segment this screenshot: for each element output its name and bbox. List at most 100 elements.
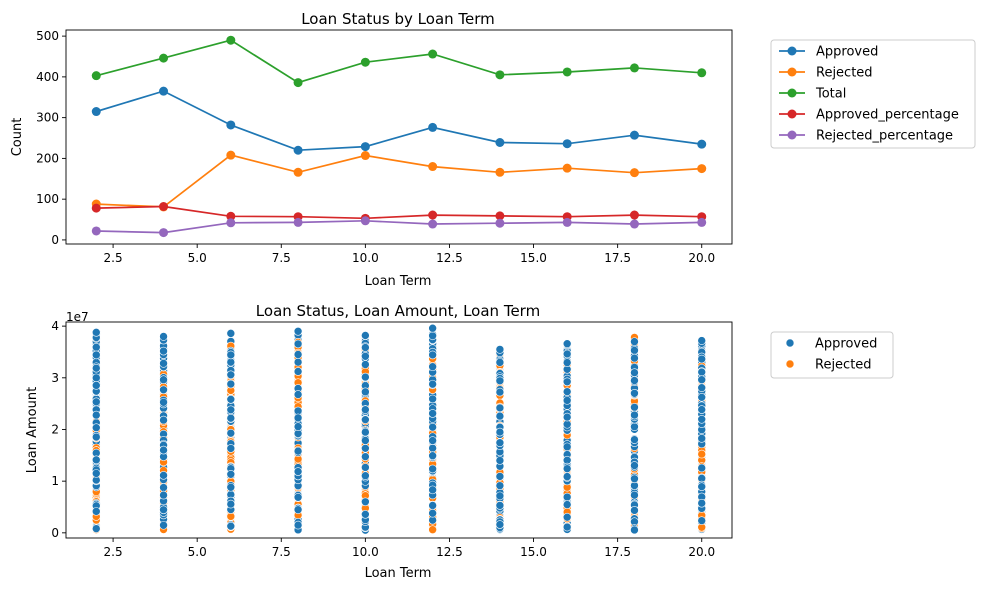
chart1-legend-marker — [787, 109, 797, 119]
chart2-point-approved — [428, 485, 437, 495]
chart1-data-point — [495, 138, 505, 148]
chart1-data-point — [562, 217, 572, 227]
chart1-data-point — [159, 53, 169, 63]
chart2-point-approved — [562, 442, 572, 452]
chart2-point-approved — [91, 363, 101, 373]
chart1-data-point — [697, 217, 707, 227]
chart1-data-point — [226, 218, 236, 228]
chart2-point-approved — [495, 472, 505, 481]
chart2-point-approved — [361, 360, 370, 369]
chart2-point-approved — [91, 350, 101, 360]
chart2-point-approved — [293, 422, 303, 431]
chart1-x-tick-label: 10.0 — [352, 251, 379, 265]
chart2-point-approved — [91, 328, 101, 337]
chart2-point-approved — [91, 507, 101, 516]
chart1-data-point — [360, 151, 370, 161]
chart2-point-approved — [226, 357, 236, 367]
chart2-point-approved — [293, 446, 303, 456]
chart2-point-approved — [697, 393, 707, 402]
chart2-point-approved — [91, 410, 101, 420]
chart2-point-approved — [630, 435, 639, 444]
chart1-legend-label: Rejected_percentage — [816, 129, 953, 144]
chart2-point-approved — [562, 419, 572, 429]
chart2-point-approved — [293, 357, 303, 367]
chart2-point-approved — [159, 397, 168, 407]
chart1-legend-marker — [787, 88, 797, 98]
chart2-x-tick-label: 5.0 — [188, 545, 207, 559]
chart2-point-approved — [361, 387, 370, 397]
chart2-point-approved — [562, 464, 572, 473]
chart1-data-point — [629, 219, 639, 229]
chart2-point-approved — [697, 354, 707, 364]
chart2-point-approved — [562, 349, 572, 359]
chart2-point-approved — [428, 379, 437, 389]
chart2-point-approved — [293, 350, 303, 359]
chart1-data-point — [159, 86, 169, 96]
chart2-point-approved — [226, 395, 236, 404]
chart2-point-approved — [428, 501, 437, 510]
chart1-data-point — [495, 218, 505, 228]
chart2-point-approved — [91, 524, 101, 533]
chart2-point-rejected — [697, 449, 707, 459]
chart2-point-approved — [495, 345, 505, 354]
chart1-y-axis-label: Count — [10, 118, 25, 157]
chart2-point-approved — [630, 422, 639, 431]
chart2-point-approved — [562, 500, 572, 509]
chart2-point-approved — [226, 444, 236, 453]
chart2-point-approved — [495, 411, 505, 421]
chart1-data-point — [629, 63, 639, 73]
chart2-point-approved — [495, 403, 505, 413]
chart1-ticks: 2.5 5.0 7.5 10.0 12.5 15.0 17.5 20.0 0 100 200 300 4… — [36, 29, 715, 265]
chart2-point-approved — [630, 402, 639, 412]
chart2-point-rejected — [428, 525, 437, 535]
chart2-point-approved — [226, 350, 236, 360]
chart2-point-approved — [630, 388, 639, 398]
chart2-y-tick-label: 4 — [51, 319, 59, 333]
chart2-point-approved — [562, 512, 572, 522]
chart1-y-tick-label: 200 — [36, 151, 59, 165]
chart2-x-tick-label: 20.0 — [688, 545, 715, 559]
chart1-y-tick-label: 400 — [36, 70, 59, 84]
chart2-point-approved — [91, 469, 101, 478]
chart1-y-tick-label: 100 — [36, 192, 59, 206]
chart1-data-point — [360, 216, 370, 226]
chart1-data-point — [629, 130, 639, 140]
chart2-point-approved — [361, 415, 370, 424]
chart2-point-approved — [159, 483, 168, 492]
chart2-point-approved — [226, 482, 236, 492]
chart2-point-approved — [562, 492, 572, 502]
chart2-point-approved — [428, 464, 437, 474]
chart1-legend-label: Rejected — [816, 66, 873, 81]
chart2-point-approved — [697, 516, 707, 525]
chart1-data-point — [697, 68, 707, 78]
chart1-y-tick-label: 0 — [51, 233, 59, 247]
chart2-legend-label: Rejected — [815, 358, 872, 373]
chart1-legend-marker — [787, 130, 797, 140]
chart2-point-approved — [495, 376, 505, 386]
chart1-data-point — [697, 164, 707, 174]
chart2-point-approved — [428, 422, 437, 432]
chart1-data-point — [495, 211, 505, 221]
chart2-point-approved — [697, 375, 707, 385]
chart2-point-approved — [697, 405, 707, 414]
chart2-y-tick-label: 0 — [51, 526, 59, 540]
chart2-point-approved — [562, 412, 572, 422]
chart1-data-point — [562, 139, 572, 149]
chart2-axes-frame — [65, 321, 733, 539]
chart2-point-approved — [630, 353, 639, 363]
chart2-title: Loan Status, Loan Amount, Loan Term — [256, 302, 540, 320]
chart1-data-point — [428, 210, 438, 220]
chart2-point-approved — [697, 336, 707, 345]
chart2-point-approved — [697, 498, 707, 508]
chart2-point-approved — [159, 385, 168, 395]
chart2-point-approved — [361, 452, 370, 461]
chart2-point-approved — [226, 499, 236, 509]
chart2-point-approved — [630, 461, 639, 470]
chart2-point-approved — [562, 472, 572, 481]
chart2-point-approved — [293, 413, 303, 423]
chart2-point-approved — [91, 373, 101, 383]
chart1-data-point — [495, 70, 505, 80]
chart2-point-approved — [361, 343, 370, 352]
chart2-point-approved — [495, 481, 505, 490]
chart2-point-approved — [91, 381, 101, 390]
